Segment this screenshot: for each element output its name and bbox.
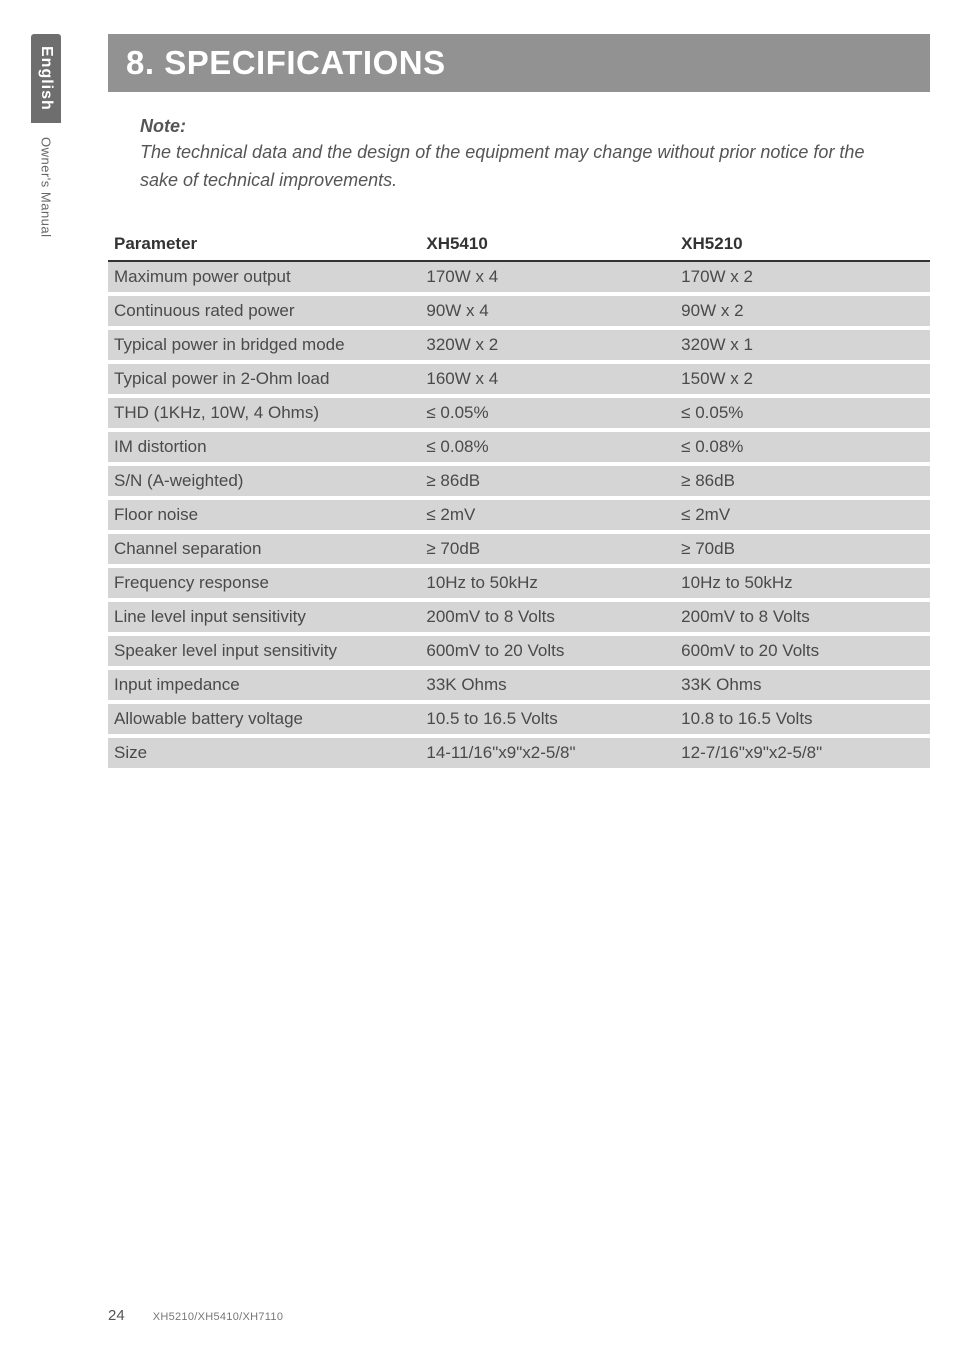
cell-model-b: 10Hz to 50kHz [675,566,930,600]
cell-model-b: 33K Ohms [675,668,930,702]
side-rail: English Owner's Manual [28,34,64,245]
spec-table: Parameter XH5410 XH5210 Maximum power ou… [108,228,930,768]
cell-model-a: 90W x 4 [420,294,675,328]
table-row: Input impedance33K Ohms33K Ohms [108,668,930,702]
cell-model-b: 320W x 1 [675,328,930,362]
table-header-row: Parameter XH5410 XH5210 [108,228,930,261]
table-row: Size14-11/16"x9"x2-5/8"12-7/16"x9"x2-5/8… [108,736,930,768]
cell-model-a: 160W x 4 [420,362,675,396]
table-row: Channel separation≥ 70dB≥ 70dB [108,532,930,566]
cell-model-b: 12-7/16"x9"x2-5/8" [675,736,930,768]
note-body: The technical data and the design of the… [140,139,894,195]
table-row: Frequency response10Hz to 50kHz10Hz to 5… [108,566,930,600]
cell-model-b: ≤ 0.08% [675,430,930,464]
cell-model-a: 10Hz to 50kHz [420,566,675,600]
cell-model-a: ≥ 86dB [420,464,675,498]
cell-parameter: Line level input sensitivity [108,600,420,634]
cell-model-a: ≤ 2mV [420,498,675,532]
cell-parameter: Typical power in 2-Ohm load [108,362,420,396]
table-row: S/N (A-weighted)≥ 86dB≥ 86dB [108,464,930,498]
cell-parameter: Speaker level input sensitivity [108,634,420,668]
section-title: 8. SPECIFICATIONS [126,44,446,82]
side-tab-language: English [31,34,61,123]
cell-parameter: Input impedance [108,668,420,702]
cell-model-a: 170W x 4 [420,261,675,294]
cell-parameter: Continuous rated power [108,294,420,328]
cell-parameter: Size [108,736,420,768]
cell-model-b: 90W x 2 [675,294,930,328]
table-row: Continuous rated power90W x 490W x 2 [108,294,930,328]
cell-model-b: ≥ 86dB [675,464,930,498]
table-row: Allowable battery voltage10.5 to 16.5 Vo… [108,702,930,736]
table-row: IM distortion≤ 0.08%≤ 0.08% [108,430,930,464]
footer-model-list: XH5210/XH5410/XH7110 [153,1311,284,1323]
cell-model-b: ≤ 0.05% [675,396,930,430]
table-row: Typical power in 2-Ohm load160W x 4150W … [108,362,930,396]
table-row: Typical power in bridged mode320W x 2320… [108,328,930,362]
cell-model-a: 320W x 2 [420,328,675,362]
table-row: Maximum power output170W x 4170W x 2 [108,261,930,294]
table-row: Speaker level input sensitivity600mV to … [108,634,930,668]
cell-model-b: 170W x 2 [675,261,930,294]
cell-model-a: 600mV to 20 Volts [420,634,675,668]
col-header-parameter: Parameter [108,228,420,261]
cell-model-b: 10.8 to 16.5 Volts [675,702,930,736]
cell-model-b: ≥ 70dB [675,532,930,566]
cell-parameter: Allowable battery voltage [108,702,420,736]
cell-parameter: S/N (A-weighted) [108,464,420,498]
cell-model-b: ≤ 2mV [675,498,930,532]
cell-model-b: 600mV to 20 Volts [675,634,930,668]
table-row: Floor noise≤ 2mV≤ 2mV [108,498,930,532]
cell-model-b: 200mV to 8 Volts [675,600,930,634]
note-label: Note: [140,116,894,137]
table-row: Line level input sensitivity200mV to 8 V… [108,600,930,634]
side-tab-doc-title: Owner's Manual [33,123,60,246]
cell-parameter: Floor noise [108,498,420,532]
cell-model-b: 150W x 2 [675,362,930,396]
cell-parameter: THD (1KHz, 10W, 4 Ohms) [108,396,420,430]
section-title-bar: 8. SPECIFICATIONS [108,34,930,92]
cell-model-a: 10.5 to 16.5 Volts [420,702,675,736]
col-header-model-b: XH5210 [675,228,930,261]
cell-model-a: 14-11/16"x9"x2-5/8" [420,736,675,768]
table-row: THD (1KHz, 10W, 4 Ohms)≤ 0.05%≤ 0.05% [108,396,930,430]
cell-model-a: 33K Ohms [420,668,675,702]
note-block: Note: The technical data and the design … [140,116,894,195]
cell-model-a: 200mV to 8 Volts [420,600,675,634]
col-header-model-a: XH5410 [420,228,675,261]
cell-parameter: Channel separation [108,532,420,566]
page-footer: 24 XH5210/XH5410/XH7110 [108,1307,283,1324]
cell-model-a: ≤ 0.05% [420,396,675,430]
cell-model-a: ≤ 0.08% [420,430,675,464]
cell-parameter: Frequency response [108,566,420,600]
cell-model-a: ≥ 70dB [420,532,675,566]
cell-parameter: IM distortion [108,430,420,464]
cell-parameter: Maximum power output [108,261,420,294]
cell-parameter: Typical power in bridged mode [108,328,420,362]
page-number: 24 [108,1307,125,1324]
